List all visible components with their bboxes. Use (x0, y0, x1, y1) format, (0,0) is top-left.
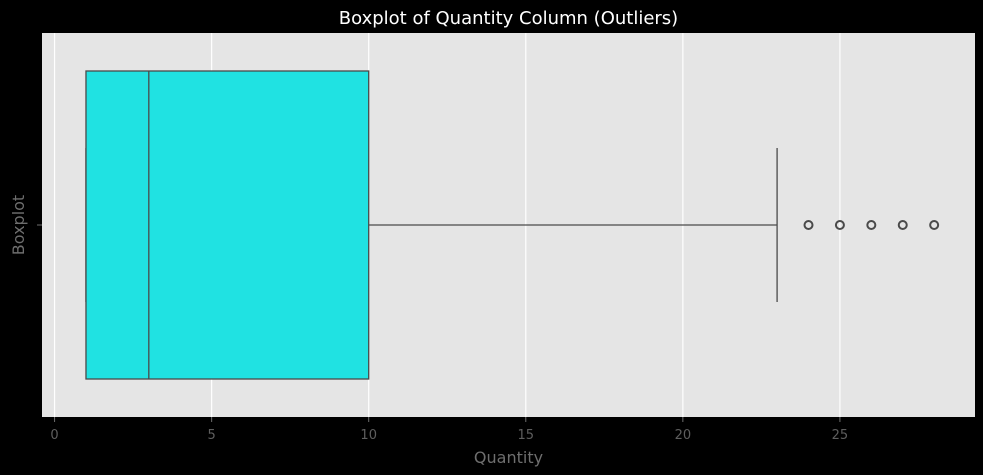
iqr-box (85, 70, 370, 380)
x-tick-label: 20 (675, 428, 692, 443)
x-tick-label: 15 (518, 428, 535, 443)
x-axis-ticks: 0 5 10 15 20 25 (50, 417, 848, 443)
x-tick-label: 5 (207, 428, 215, 443)
outlier-point (866, 220, 877, 230)
x-axis-label: Quantity (474, 448, 543, 467)
chart-title: Boxplot of Quantity Column (Outliers) (339, 8, 678, 29)
outlier-point (897, 220, 908, 230)
outlier-point (803, 220, 814, 230)
x-tick-label: 10 (360, 428, 377, 443)
x-tick-label: 0 (50, 428, 58, 443)
outlier-point (834, 220, 845, 230)
box-marks (85, 70, 940, 380)
x-tick-label: 25 (832, 428, 849, 443)
outlier-point (929, 220, 940, 230)
y-axis-label: Boxplot (9, 195, 28, 255)
